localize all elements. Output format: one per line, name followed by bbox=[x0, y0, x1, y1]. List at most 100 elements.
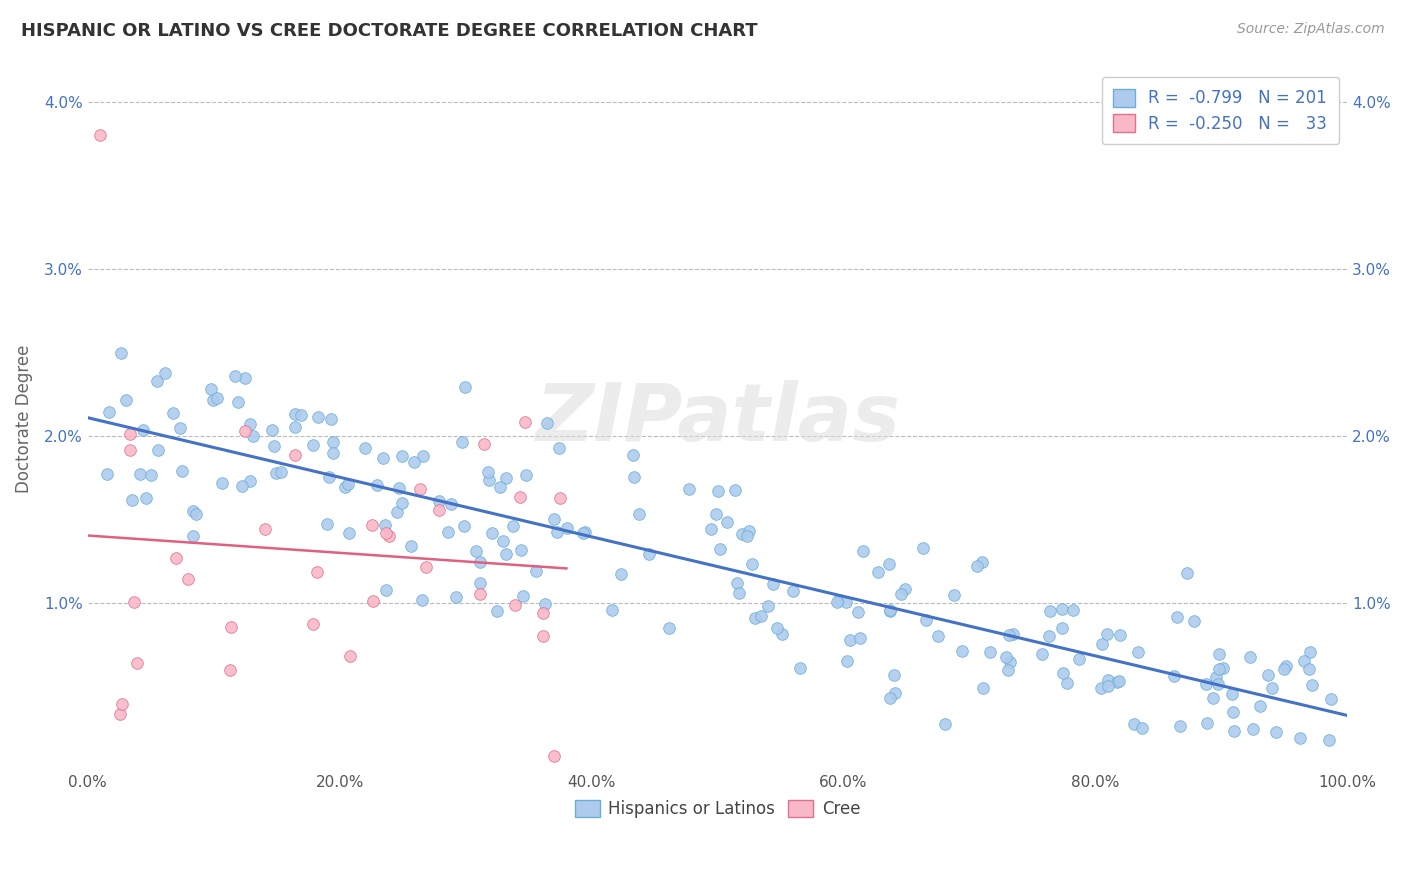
Point bbox=[571, 525, 593, 540]
Point bbox=[186, 507, 208, 521]
Point bbox=[1195, 677, 1218, 691]
Point bbox=[852, 544, 875, 558]
Point bbox=[1298, 662, 1320, 676]
Point bbox=[1265, 725, 1288, 739]
Point bbox=[915, 613, 938, 627]
Point bbox=[1031, 647, 1053, 661]
Point bbox=[738, 524, 761, 538]
Point bbox=[148, 443, 170, 458]
Point bbox=[339, 526, 361, 541]
Point bbox=[879, 690, 901, 705]
Point bbox=[1056, 676, 1078, 690]
Point bbox=[782, 584, 804, 599]
Point bbox=[122, 595, 145, 609]
Point bbox=[524, 564, 547, 578]
Point bbox=[468, 575, 491, 590]
Point bbox=[728, 586, 751, 600]
Point bbox=[385, 505, 408, 519]
Point bbox=[1130, 721, 1153, 735]
Point bbox=[546, 525, 568, 540]
Point bbox=[141, 468, 163, 483]
Point bbox=[883, 667, 905, 681]
Point bbox=[1299, 645, 1322, 659]
Point bbox=[1163, 669, 1185, 683]
Point bbox=[218, 663, 240, 677]
Point bbox=[374, 518, 396, 533]
Point bbox=[849, 631, 872, 645]
Point bbox=[1108, 674, 1130, 689]
Point bbox=[825, 595, 848, 609]
Point bbox=[1239, 649, 1261, 664]
Point bbox=[574, 525, 596, 540]
Point bbox=[890, 587, 912, 601]
Point bbox=[284, 448, 307, 462]
Point bbox=[1091, 637, 1114, 651]
Point bbox=[1052, 666, 1074, 681]
Point bbox=[1220, 687, 1243, 701]
Point bbox=[866, 565, 889, 579]
Point bbox=[972, 681, 994, 696]
Point bbox=[1272, 662, 1295, 676]
Point bbox=[408, 482, 430, 496]
Point bbox=[454, 380, 477, 394]
Point bbox=[322, 446, 344, 460]
Point bbox=[333, 480, 356, 494]
Point bbox=[531, 606, 554, 620]
Point bbox=[472, 437, 495, 451]
Point bbox=[638, 547, 661, 561]
Point bbox=[495, 547, 517, 561]
Point bbox=[536, 416, 558, 430]
Point bbox=[894, 582, 917, 596]
Point bbox=[1222, 706, 1244, 720]
Point bbox=[270, 465, 292, 479]
Point bbox=[481, 525, 503, 540]
Point bbox=[1241, 722, 1264, 736]
Point bbox=[994, 649, 1017, 664]
Point bbox=[1069, 652, 1091, 666]
Point bbox=[730, 526, 752, 541]
Point bbox=[411, 593, 433, 607]
Point bbox=[707, 484, 730, 499]
Point bbox=[1206, 677, 1229, 691]
Point bbox=[110, 697, 132, 711]
Point bbox=[404, 455, 426, 469]
Point bbox=[828, 593, 851, 607]
Point bbox=[115, 393, 138, 408]
Point bbox=[260, 423, 283, 437]
Point bbox=[749, 608, 772, 623]
Point bbox=[224, 368, 246, 383]
Point bbox=[509, 490, 531, 504]
Point bbox=[477, 465, 499, 479]
Point bbox=[264, 466, 287, 480]
Point bbox=[838, 632, 860, 647]
Point bbox=[242, 429, 264, 443]
Point bbox=[621, 449, 644, 463]
Point bbox=[835, 595, 858, 609]
Point bbox=[966, 559, 988, 574]
Point bbox=[1050, 602, 1073, 616]
Point bbox=[503, 599, 526, 613]
Point bbox=[121, 492, 143, 507]
Point bbox=[758, 599, 780, 614]
Point bbox=[427, 493, 450, 508]
Point bbox=[453, 519, 475, 533]
Point bbox=[1320, 692, 1343, 706]
Point bbox=[254, 522, 277, 536]
Point bbox=[502, 518, 524, 533]
Point bbox=[391, 449, 413, 463]
Point bbox=[183, 529, 205, 543]
Point bbox=[912, 541, 935, 555]
Point bbox=[305, 565, 328, 579]
Point bbox=[512, 589, 534, 603]
Point bbox=[927, 629, 949, 643]
Point bbox=[744, 611, 766, 625]
Point bbox=[89, 128, 111, 143]
Point bbox=[1050, 621, 1073, 635]
Point bbox=[391, 496, 413, 510]
Point bbox=[531, 629, 554, 643]
Point bbox=[1097, 679, 1119, 693]
Point bbox=[181, 504, 204, 518]
Point bbox=[789, 661, 811, 675]
Point bbox=[1170, 719, 1192, 733]
Point bbox=[543, 512, 565, 526]
